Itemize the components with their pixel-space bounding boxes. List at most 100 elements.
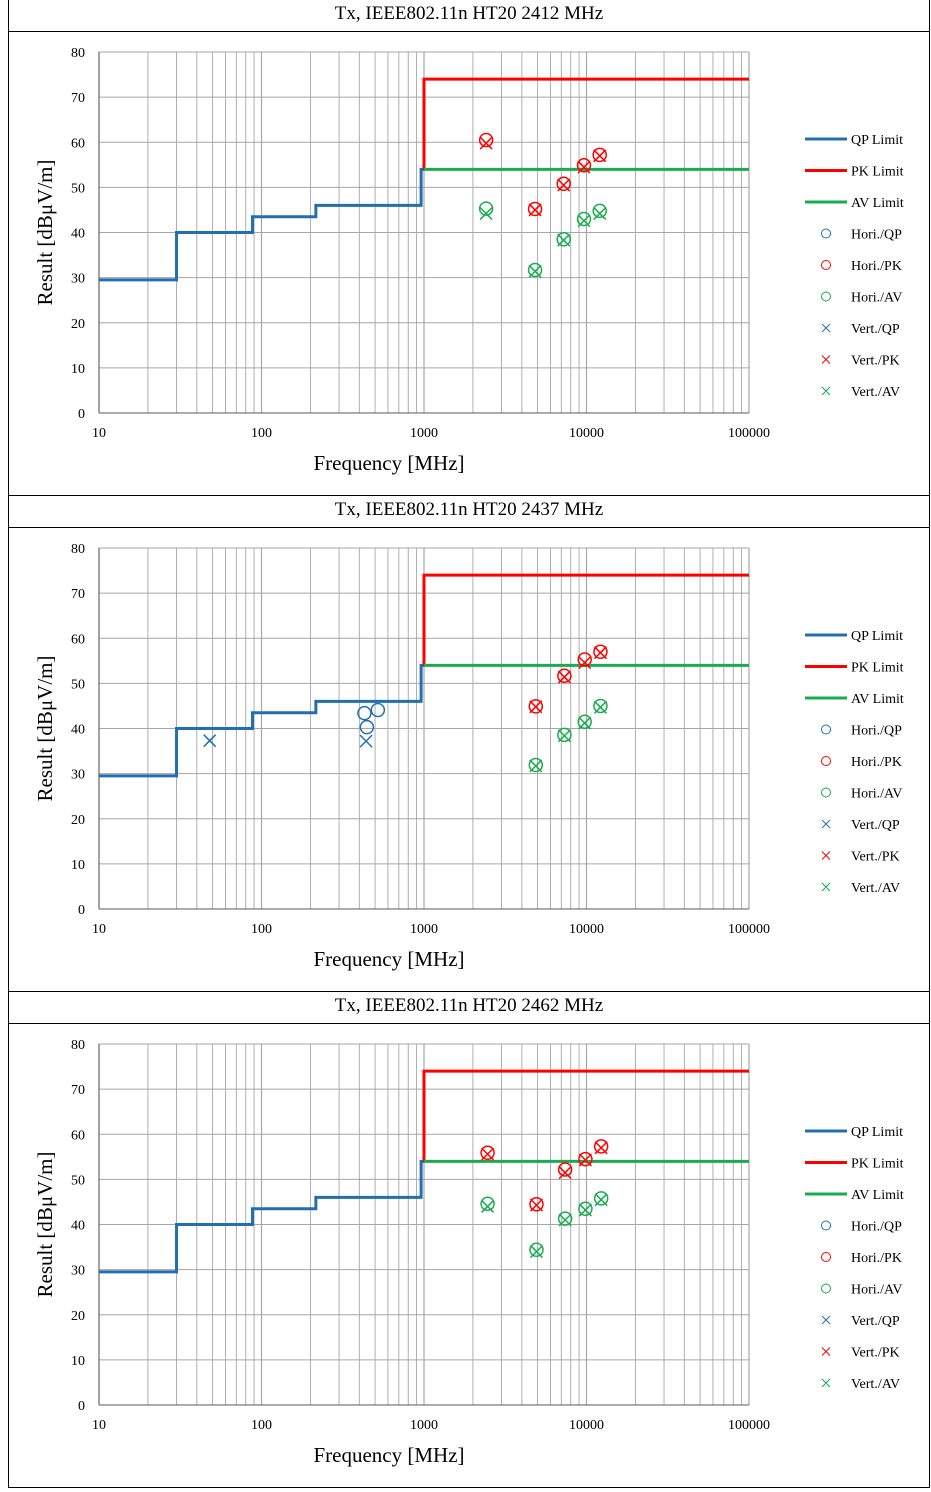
legend-label: Vert./AV — [851, 881, 900, 896]
data-point-circle — [576, 158, 592, 173]
legend-circle-swatch — [821, 787, 831, 798]
limit-line — [99, 1159, 424, 1274]
data-point-cross — [557, 178, 571, 192]
data-point-cross — [578, 1203, 592, 1217]
y-tick-label: 20 — [71, 317, 85, 332]
x-tick-label: 10 — [92, 1418, 106, 1433]
data-point-cross — [479, 207, 493, 221]
data-point-circle — [593, 644, 608, 660]
legend-label: AV Limit — [851, 1188, 904, 1203]
x-axis-title: Frequency [MHz] — [313, 947, 464, 971]
data-point-cross — [557, 233, 571, 247]
legend-label: Hori./AV — [851, 787, 902, 802]
x-tick-label: 10 — [92, 922, 106, 937]
y-tick-label: 70 — [71, 91, 85, 106]
data-point-circle — [592, 203, 607, 219]
data-point-cross — [529, 1245, 544, 1259]
x-tick-label: 10000 — [569, 426, 604, 441]
data-point-cross — [481, 1199, 495, 1213]
y-tick-label: 60 — [71, 632, 85, 647]
chart-svg: 0 10 20 30 40 50 60 70 80 10 100 1000 10000 100000 Fre… — [33, 1038, 904, 1467]
data-point-cross — [594, 1193, 608, 1207]
title-divider — [9, 31, 929, 32]
legend-circle-swatch — [821, 1220, 831, 1231]
legend-label: PK Limit — [851, 165, 904, 180]
data-point-circle — [593, 1139, 609, 1154]
data-point-cross — [578, 656, 592, 670]
legend-cross-swatch — [821, 355, 831, 364]
legend: QP Limit PK Limit AV Limit Hori./QP Hori./PK… — [805, 1125, 904, 1392]
legend-label: Vert./QP — [851, 1314, 900, 1329]
x-tick-label: 1000 — [410, 426, 438, 441]
data-point-cross — [593, 207, 607, 221]
data-point-circle — [557, 727, 572, 743]
y-tick-label: 0 — [78, 903, 85, 918]
y-tick-label: 80 — [71, 46, 85, 61]
y-tick-label: 0 — [78, 407, 85, 422]
y-tick-label: 80 — [71, 1038, 85, 1053]
y-tick-label: 70 — [71, 587, 85, 602]
data-point-cross — [479, 136, 493, 150]
x-tick-label: 10 — [92, 426, 106, 441]
legend-label: QP Limit — [851, 1125, 903, 1140]
limit-line — [422, 77, 749, 170]
y-tick-label: 20 — [71, 1309, 85, 1324]
y-tick-label: 40 — [71, 1219, 85, 1234]
legend-label: Hori./AV — [851, 291, 902, 306]
y-tick-label: 50 — [71, 1173, 85, 1188]
data-point-circle — [529, 1196, 544, 1212]
chart-svg: 0 10 20 30 40 50 60 70 80 10 100 1000 10000 100000 Fre… — [33, 542, 904, 971]
legend-cross-swatch — [821, 323, 831, 333]
data-point-cross — [558, 1166, 572, 1180]
y-tick-label: 70 — [71, 1083, 85, 1098]
limit-line — [99, 167, 424, 282]
legend-label: Vert./QP — [851, 322, 900, 337]
data-point-circle — [576, 211, 592, 227]
legend-circle-swatch — [821, 291, 831, 302]
data-point-circle — [556, 176, 571, 192]
legend-circle-swatch — [821, 756, 831, 766]
chart-panel-2462: Tx, IEEE802.11n HT20 2462 MHz 0 10 20 30 40 5… — [8, 992, 930, 1488]
chart-title: Tx, IEEE802.11n HT20 2462 MHz — [334, 995, 604, 1016]
y-tick-label: 0 — [78, 1399, 85, 1414]
legend-label: Vert./PK — [851, 1346, 900, 1361]
data-point-circle — [557, 1162, 573, 1177]
data-point-cross — [359, 734, 373, 748]
legend-cross-swatch — [821, 1378, 831, 1388]
data-point-cross — [528, 203, 542, 217]
x-tick-label: 100000 — [728, 426, 770, 441]
y-tick-label: 10 — [71, 1354, 85, 1369]
legend-label: Hori./QP — [851, 1220, 902, 1235]
data-point-circle — [529, 1242, 544, 1258]
title-divider — [9, 527, 929, 528]
data-point-cross — [593, 700, 607, 714]
data-point-cross — [529, 759, 543, 773]
data-point-cross — [594, 1141, 608, 1155]
grid — [98, 51, 750, 414]
legend-cross-swatch — [821, 882, 831, 892]
legend-circle-swatch — [821, 260, 831, 270]
data-point-circle — [593, 1191, 609, 1206]
chart-svg: 0 10 20 30 40 50 60 70 80 10 100 1000 10000 100000 Fre… — [33, 46, 904, 475]
data-point-circle — [557, 668, 572, 683]
chart-title: Tx, IEEE802.11n HT20 2412 MHz — [334, 3, 604, 24]
data-point-circle — [480, 1145, 495, 1161]
data-point-cross — [593, 149, 607, 163]
data-point-cross — [593, 646, 607, 660]
data-point-circle — [480, 1196, 495, 1211]
data-point-cross — [481, 1147, 495, 1161]
y-tick-label: 10 — [71, 362, 85, 377]
limit-line — [422, 1069, 749, 1162]
data-point-circle — [527, 262, 543, 278]
y-tick-label: 10 — [71, 858, 85, 873]
legend-label: Vert./QP — [851, 818, 900, 833]
data-point-cross — [557, 670, 571, 684]
legend-label: PK Limit — [851, 1157, 904, 1172]
x-tick-label: 100000 — [728, 922, 770, 937]
x-tick-label: 100 — [251, 1418, 272, 1433]
legend-label: Vert./PK — [851, 850, 900, 865]
legend-label: Vert./AV — [851, 1377, 900, 1392]
legend-label: Hori./AV — [851, 1283, 902, 1298]
y-tick-label: 30 — [71, 272, 85, 287]
